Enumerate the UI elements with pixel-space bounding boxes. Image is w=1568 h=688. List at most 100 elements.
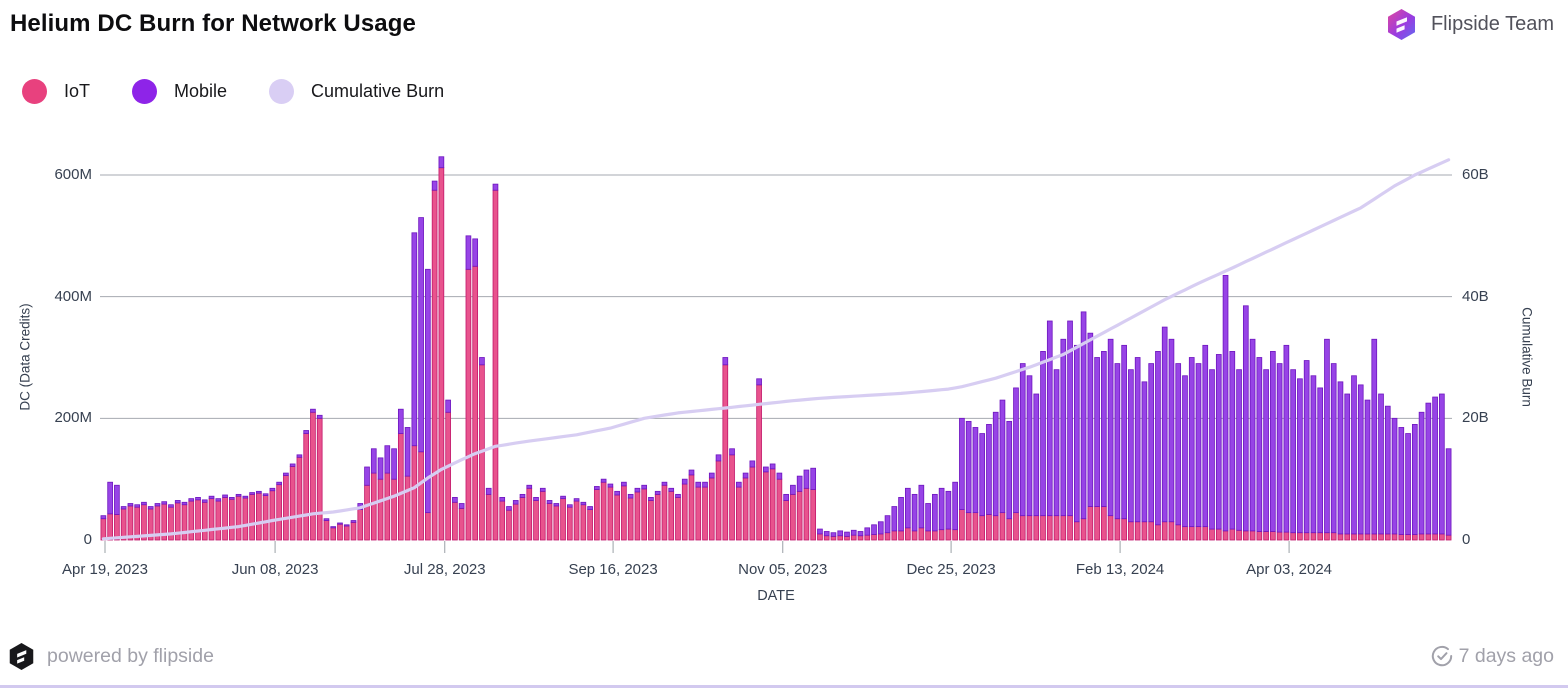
- bar-iot: [735, 486, 742, 541]
- bar-mobile: [661, 481, 668, 486]
- bar-mobile: [445, 399, 451, 413]
- bar-iot: [276, 484, 282, 541]
- bar-iot: [573, 500, 580, 541]
- bar-mobile: [418, 217, 424, 453]
- bar-mobile: [1357, 384, 1364, 535]
- bar-mobile: [1053, 369, 1060, 517]
- bar-mobile: [729, 448, 735, 456]
- bar-mobile: [1121, 344, 1127, 520]
- bar-iot: [938, 529, 945, 541]
- bar-mobile: [864, 527, 871, 536]
- bar-mobile: [256, 490, 262, 494]
- bar-mobile: [404, 427, 411, 477]
- bar-iot: [404, 475, 411, 541]
- cumulative-burn-line: [101, 158, 1451, 541]
- bar-mobile: [1067, 320, 1073, 517]
- team-badge[interactable]: Flipside Team: [1386, 8, 1554, 41]
- bar-mobile: [830, 532, 837, 537]
- bar-iot: [201, 501, 208, 541]
- bar-mobile: [168, 504, 174, 508]
- bar-iot: [641, 488, 648, 541]
- bar-mobile: [1202, 344, 1209, 528]
- bar-iot: [1121, 518, 1127, 541]
- bar-mobile: [1256, 357, 1263, 532]
- bar-mobile: [472, 238, 479, 267]
- bar-iot: [533, 500, 539, 541]
- x-tick-label: Apr 03, 2024: [1246, 561, 1333, 578]
- bar-iot: [1148, 521, 1155, 541]
- bar-iot: [1080, 518, 1087, 541]
- bar-mobile: [1114, 363, 1121, 520]
- bar-iot: [546, 503, 553, 541]
- bar-mobile: [891, 506, 898, 532]
- bar-iot: [1405, 534, 1411, 541]
- bar-iot: [1040, 515, 1046, 541]
- bar-mobile: [918, 484, 925, 529]
- bar-iot: [1134, 521, 1141, 541]
- bar-mobile: [1026, 375, 1033, 517]
- bar-iot: [107, 513, 113, 541]
- legend-item-cumulative-burn: Cumulative Burn: [269, 79, 444, 104]
- bar-iot: [594, 489, 600, 541]
- bar-iot: [485, 493, 492, 541]
- bar-iot: [1114, 518, 1121, 541]
- bar-mobile: [999, 399, 1006, 514]
- bar-mobile: [1101, 351, 1107, 507]
- bar-mobile: [161, 501, 168, 505]
- bar-iot: [262, 495, 269, 541]
- bar-mobile: [1337, 381, 1344, 535]
- bar-mobile: [1182, 375, 1188, 528]
- bar-mobile: [1270, 351, 1276, 532]
- legend-swatch-icon: [132, 79, 158, 104]
- bar-mobile: [566, 504, 573, 508]
- bar-iot: [330, 527, 337, 541]
- bar-mobile: [1195, 363, 1202, 528]
- bar-iot: [127, 505, 134, 541]
- bar-mobile: [1060, 338, 1067, 517]
- bar-mobile: [188, 498, 195, 502]
- bar-iot: [877, 533, 884, 541]
- bar-iot: [965, 512, 972, 541]
- y-left-tick-label: 600M: [54, 166, 92, 183]
- bar-mobile: [1134, 357, 1141, 523]
- bar-iot: [634, 491, 641, 541]
- bar-iot: [1384, 533, 1391, 541]
- bar-iot: [506, 509, 512, 541]
- y-axis-title-left: DC (Data Credits): [17, 303, 33, 411]
- bar-iot: [350, 521, 357, 541]
- flipside-logo-icon: [1386, 8, 1417, 41]
- bar-iot: [1033, 515, 1040, 541]
- bar-iot: [621, 485, 627, 541]
- bar-mobile: [1378, 393, 1384, 535]
- bar-iot: [512, 503, 519, 541]
- bar-mobile: [1080, 311, 1087, 520]
- bar-iot: [1337, 533, 1344, 541]
- x-tick-label: Feb 13, 2024: [1075, 561, 1165, 578]
- bar-iot: [1229, 528, 1236, 541]
- bar-iot: [857, 535, 864, 541]
- bar-iot: [952, 529, 958, 541]
- bar-mobile: [1283, 344, 1290, 533]
- bar-iot: [1053, 515, 1060, 541]
- page-title: Helium DC Burn for Network Usage: [10, 10, 416, 37]
- bar-mobile: [607, 483, 614, 488]
- bar-iot: [756, 384, 762, 541]
- bar-iot: [1215, 528, 1222, 541]
- bar-iot: [1418, 533, 1425, 541]
- powered-by-flipside[interactable]: powered by flipside: [8, 642, 214, 671]
- bar-iot: [1425, 533, 1432, 541]
- bar-mobile: [1087, 332, 1094, 507]
- x-tick-label: Jul 28, 2023: [403, 561, 486, 578]
- bar-mobile: [904, 487, 911, 529]
- bar-iot: [289, 465, 296, 541]
- bar-mobile: [1324, 338, 1330, 534]
- bar-iot: [458, 507, 465, 541]
- flipside-footer-logo-icon: [8, 642, 35, 671]
- bar-mobile: [1215, 354, 1222, 530]
- bar-mobile: [580, 501, 587, 506]
- bar-iot: [411, 445, 418, 541]
- bar-mobile: [641, 484, 648, 490]
- bar-mobile: [519, 493, 526, 498]
- bar-mobile: [1236, 369, 1242, 531]
- bar-iot: [776, 478, 783, 541]
